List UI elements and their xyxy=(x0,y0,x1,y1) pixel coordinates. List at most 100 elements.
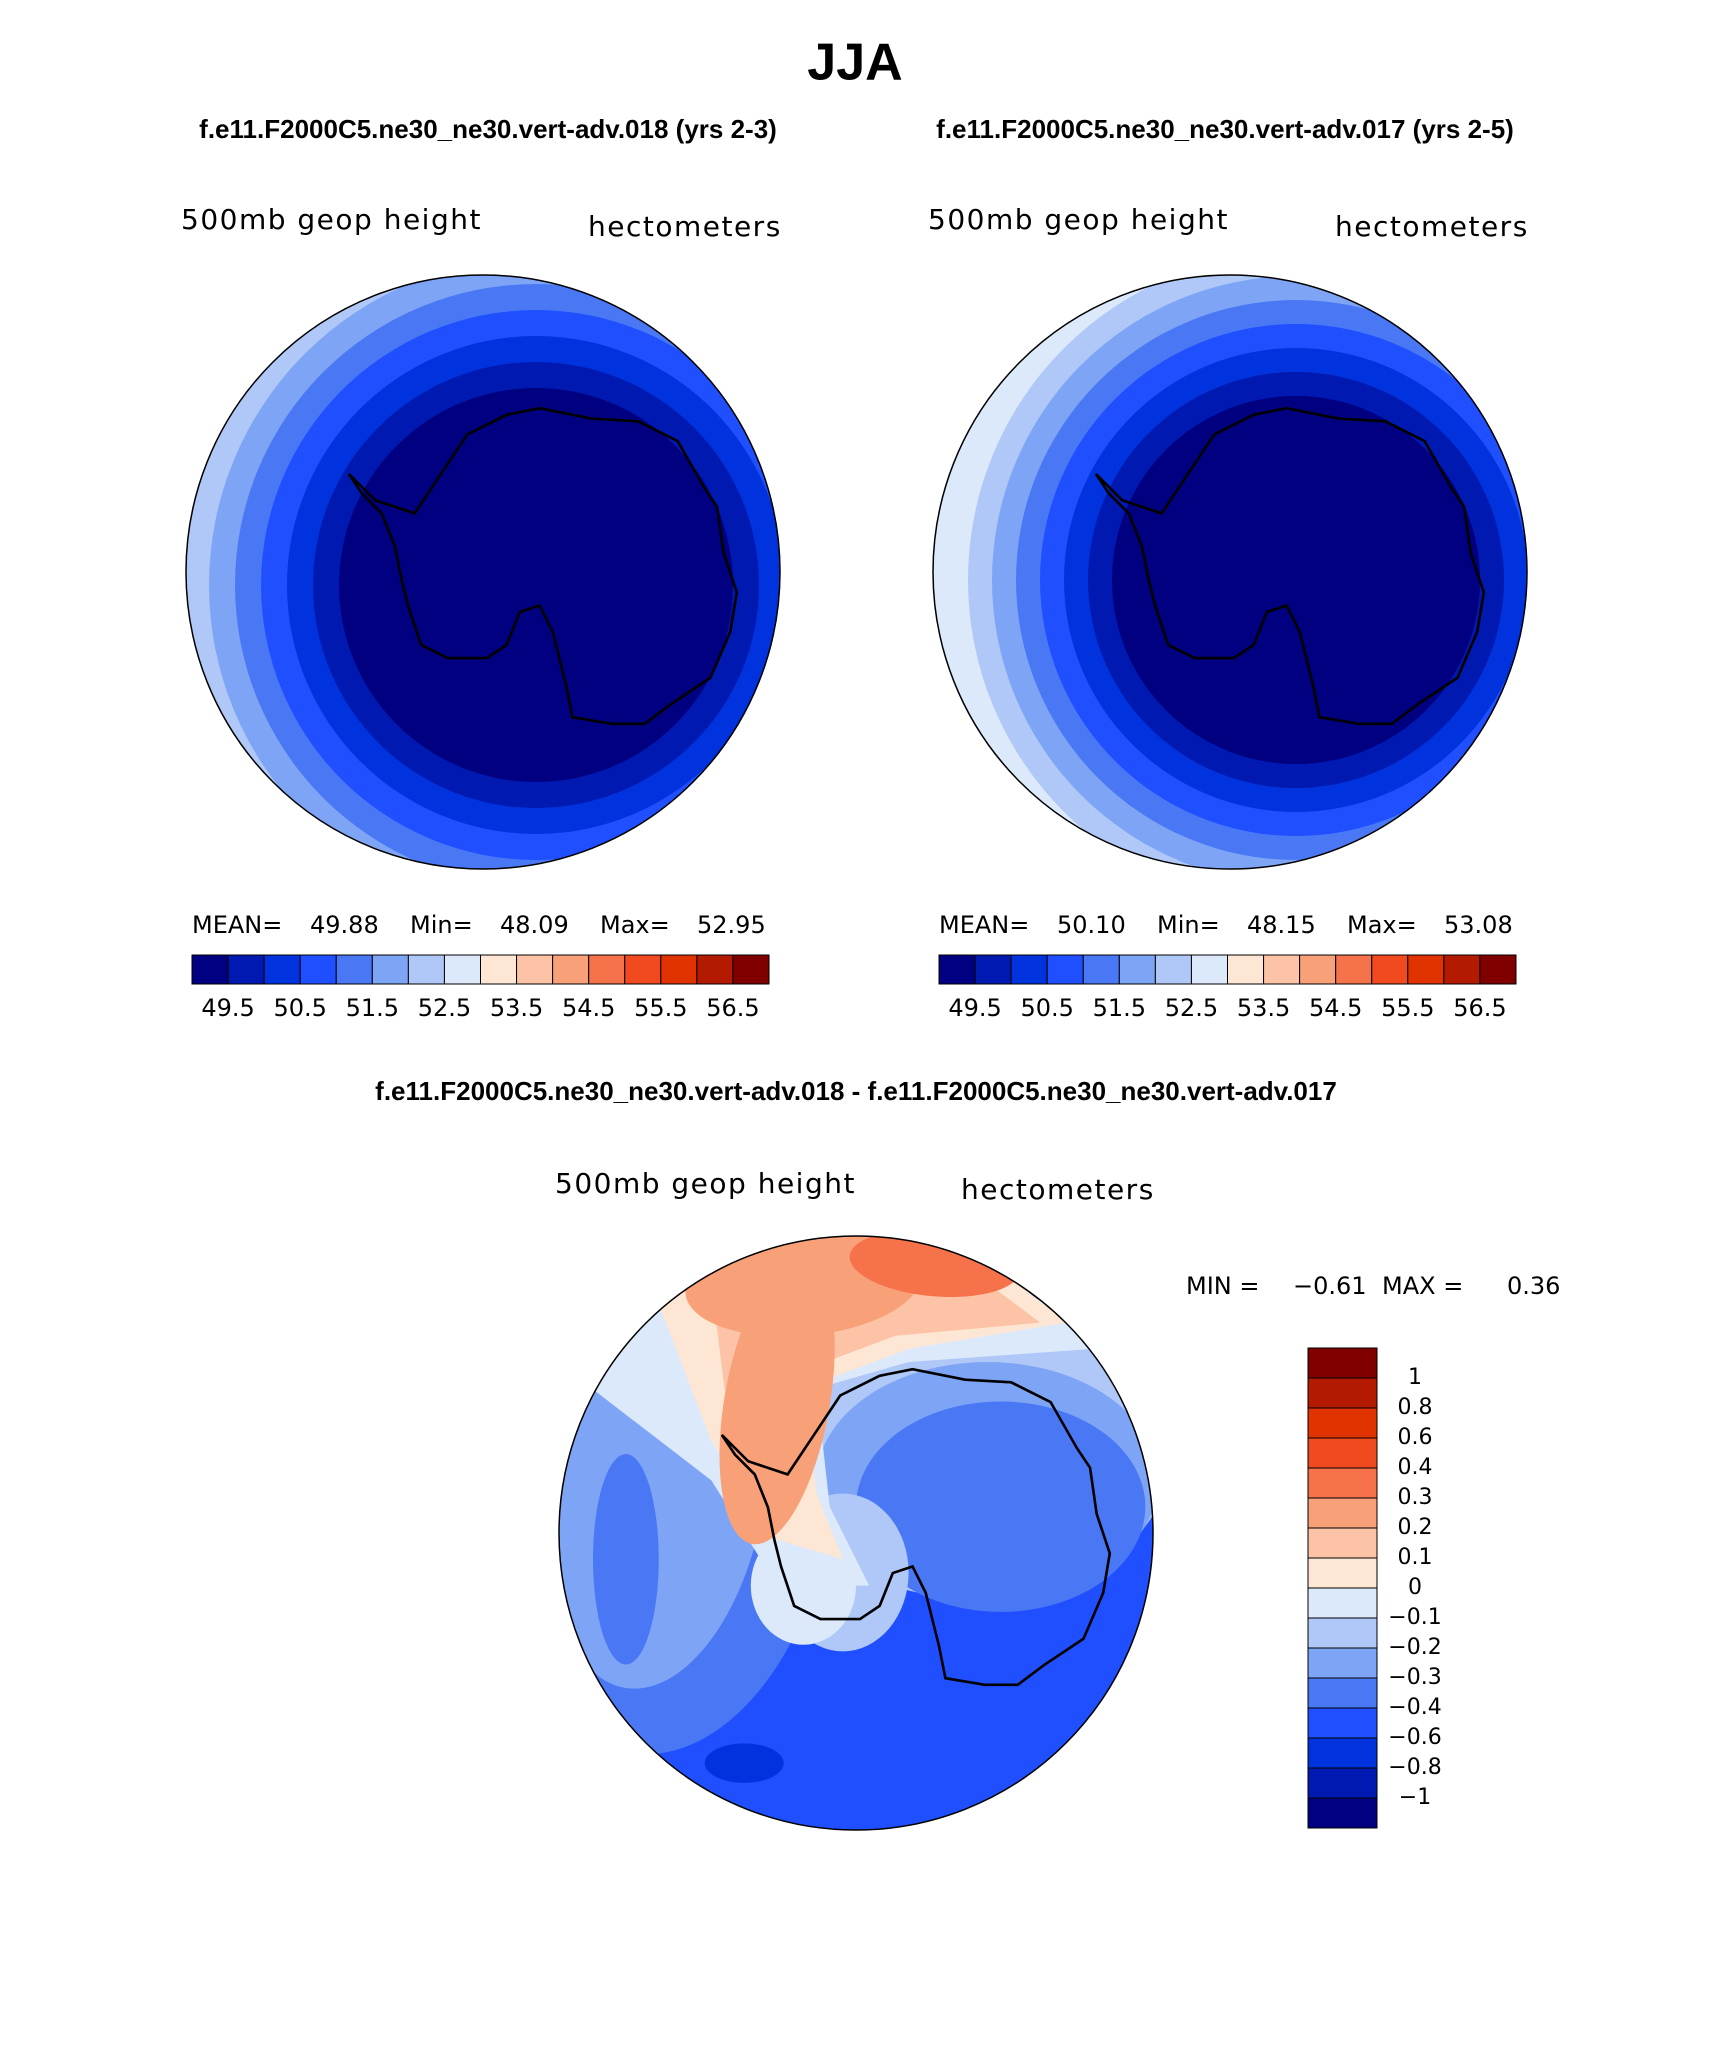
colorbar-label: 0.8 xyxy=(1398,1395,1433,1420)
stat-text: Max= xyxy=(600,911,670,939)
colorbar-cell xyxy=(335,954,373,985)
map xyxy=(186,275,780,869)
colorbar-cell xyxy=(299,954,337,985)
colorbar-label: 53.5 xyxy=(490,994,543,1022)
panel-subtitle: f.e11.F2000C5.ne30_ne30.vert-adv.018 - f… xyxy=(375,1076,1337,1106)
colorbar-label: −0.2 xyxy=(1388,1635,1441,1660)
colorbar-cell xyxy=(1118,954,1156,985)
colorbar-label: −1 xyxy=(1399,1785,1431,1810)
colorbar-cell xyxy=(1307,1377,1378,1409)
map xyxy=(933,275,1527,869)
panel-subtitle: f.e11.F2000C5.ne30_ne30.vert-adv.017 (yr… xyxy=(936,114,1514,144)
colorbar-cell xyxy=(1307,1647,1378,1679)
colorbar-cell xyxy=(1307,1467,1378,1499)
contour-band xyxy=(339,388,733,782)
colorbar-label: 0.2 xyxy=(1398,1515,1433,1540)
colorbar-cell xyxy=(1307,1587,1378,1619)
stat-text: MEAN= xyxy=(939,911,1029,939)
colorbar-label: 50.5 xyxy=(273,994,326,1022)
colorbar-label: −0.1 xyxy=(1388,1605,1441,1630)
colorbar-cell xyxy=(732,954,770,985)
colorbar-label: −0.6 xyxy=(1388,1725,1441,1750)
colorbar-cell xyxy=(1154,954,1192,985)
panel-subtitle: f.e11.F2000C5.ne30_ne30.vert-adv.018 (yr… xyxy=(199,114,777,144)
colorbar-label: 56.5 xyxy=(706,994,759,1022)
colorbar-label: 0 xyxy=(1408,1575,1422,1600)
colorbar-label: 54.5 xyxy=(562,994,615,1022)
colorbar-cell xyxy=(480,954,518,985)
colorbar-cell xyxy=(1443,954,1481,985)
colorbar-cell xyxy=(263,954,301,985)
colorbar-cell xyxy=(443,954,481,985)
colorbar-label: 53.5 xyxy=(1237,994,1290,1022)
colorbar-cell xyxy=(1190,954,1228,985)
colorbar-cell xyxy=(938,954,976,985)
colorbar-cell xyxy=(1307,1677,1378,1709)
colorbar-cell xyxy=(1307,1407,1378,1439)
colorbar-cell xyxy=(1371,954,1409,985)
colorbar-cell xyxy=(624,954,662,985)
colorbar-cell xyxy=(1307,1617,1378,1649)
colorbar-label: 55.5 xyxy=(1381,994,1434,1022)
stat-text: 0.36 xyxy=(1507,1272,1560,1300)
colorbar-cell xyxy=(1046,954,1084,985)
colorbar-label: 52.5 xyxy=(418,994,471,1022)
stat-text: Min= xyxy=(1157,911,1220,939)
colorbar-label: 52.5 xyxy=(1165,994,1218,1022)
colorbar-cell xyxy=(660,954,698,985)
map-border xyxy=(932,274,1528,870)
stat-text: 53.08 xyxy=(1444,911,1513,939)
colorbar-cell xyxy=(1335,954,1373,985)
colorbar-label: 51.5 xyxy=(1093,994,1146,1022)
colorbar-cell xyxy=(1307,1767,1378,1799)
colorbar-cell xyxy=(1307,1707,1378,1739)
colorbar-label: 0.3 xyxy=(1398,1485,1433,1510)
stat-text: 52.95 xyxy=(697,911,766,939)
colorbar-cell xyxy=(1307,1737,1378,1769)
colorbar-label: 1 xyxy=(1408,1365,1422,1390)
contour-band xyxy=(593,1454,659,1665)
colorbar-cell xyxy=(1307,1437,1378,1469)
colorbar-cell xyxy=(1479,954,1517,985)
colorbar-label: 55.5 xyxy=(634,994,687,1022)
colorbar-label: 0.1 xyxy=(1398,1545,1433,1570)
stat-text: Max= xyxy=(1347,911,1417,939)
colorbar-cell xyxy=(1299,954,1337,985)
units-label: hectometers xyxy=(961,1173,1155,1206)
colorbar-label: 51.5 xyxy=(346,994,399,1022)
colorbar-label: 56.5 xyxy=(1453,994,1506,1022)
stat-text: 50.10 xyxy=(1057,911,1126,939)
colorbar-label: 49.5 xyxy=(201,994,254,1022)
colorbar-cell xyxy=(1307,1527,1378,1559)
colorbar-cell xyxy=(1407,954,1445,985)
colorbar-cell xyxy=(974,954,1012,985)
colorbar-cell xyxy=(588,954,626,985)
colorbar-label: −0.8 xyxy=(1388,1755,1441,1780)
colorbar-cell xyxy=(407,954,445,985)
contour-band xyxy=(856,1401,1146,1612)
stat-text: 49.88 xyxy=(310,911,379,939)
contour-band xyxy=(704,1743,784,1783)
stat-text: MEAN= xyxy=(192,911,282,939)
colorbar-cell xyxy=(1082,954,1120,985)
stat-text: MIN = xyxy=(1186,1272,1259,1300)
colorbar-cell xyxy=(1307,1797,1378,1829)
colorbar-cell xyxy=(552,954,590,985)
map-border xyxy=(185,274,781,870)
figure-title: JJA xyxy=(807,34,902,92)
colorbar-label: 0.4 xyxy=(1398,1455,1433,1480)
contour-band xyxy=(1112,396,1480,764)
colorbar-cell xyxy=(371,954,409,985)
colorbar-cell xyxy=(696,954,734,985)
field-label: 500mb geop height xyxy=(555,1167,856,1200)
map-border xyxy=(558,1235,1154,1831)
colorbar-cell xyxy=(1307,1557,1378,1589)
colorbar-cell xyxy=(1227,954,1265,985)
stat-text: Min= xyxy=(410,911,473,939)
map xyxy=(559,1236,1153,1830)
colorbar-cell xyxy=(1010,954,1048,985)
colorbar-label: 54.5 xyxy=(1309,994,1362,1022)
stat-text: 48.15 xyxy=(1247,911,1316,939)
colorbar-cell xyxy=(191,954,229,985)
